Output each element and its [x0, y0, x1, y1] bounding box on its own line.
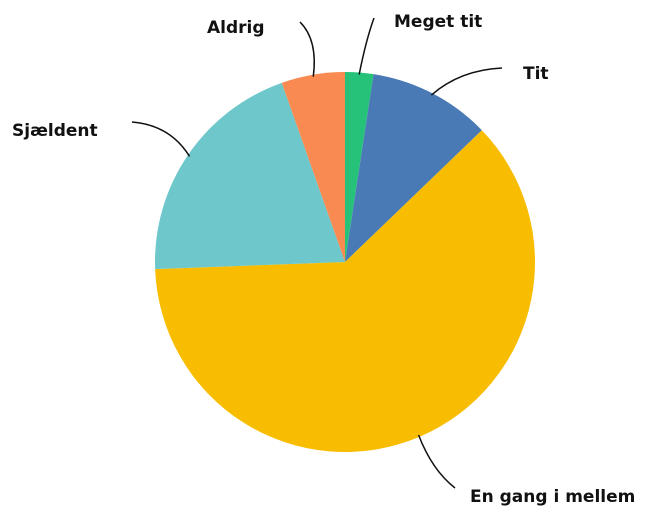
leader-line — [358, 17, 375, 75]
slice-label: Tit — [523, 64, 549, 84]
slice-label: Meget tit — [394, 12, 482, 32]
pie-slice — [155, 82, 345, 270]
leader-line — [131, 121, 191, 157]
pie-slice — [345, 74, 482, 263]
pie-slice — [155, 130, 535, 452]
slice-label: Sjældent — [12, 121, 98, 141]
leader-line — [430, 67, 503, 96]
leader-line — [417, 434, 456, 489]
slice-label: En gang i mellem — [470, 487, 635, 507]
pie-slice — [345, 72, 374, 262]
leader-line — [299, 21, 315, 77]
slice-label: Aldrig — [207, 18, 265, 38]
pie-slice — [281, 72, 345, 262]
